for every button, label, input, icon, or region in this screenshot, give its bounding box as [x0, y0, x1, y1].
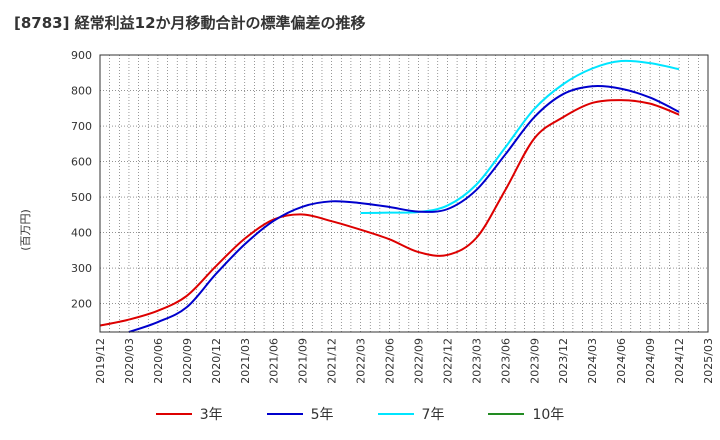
legend-item-7y: 7年 — [377, 403, 445, 425]
x-tick-label: 2021/06 — [268, 338, 281, 384]
legend-item-5y: 5年 — [266, 403, 334, 425]
y-tick-label: 300 — [71, 262, 92, 275]
x-tick-label: 2024/03 — [586, 338, 599, 384]
x-tick-label: 2022/09 — [412, 338, 425, 384]
x-tick-label: 2021/09 — [297, 338, 310, 384]
legend-swatch-7y — [377, 413, 414, 415]
x-tick-label: 2022/03 — [355, 338, 368, 384]
x-tick-label: 2024/12 — [673, 338, 686, 384]
x-tick-label: 2021/12 — [326, 338, 339, 384]
y-tick-label: 200 — [71, 298, 92, 311]
x-tick-label: 2020/09 — [181, 338, 194, 384]
y-tick-label: 800 — [71, 85, 92, 98]
x-tick-label: 2024/09 — [644, 338, 657, 384]
x-tick-label: 2022/12 — [441, 338, 454, 384]
x-tick-label: 2023/03 — [470, 338, 483, 384]
y-tick-label: 400 — [71, 227, 92, 240]
legend-label-5y: 5年 — [310, 407, 334, 423]
legend-swatch-3y — [155, 413, 192, 415]
series-lines — [99, 59, 680, 333]
y-tick-label: 600 — [71, 156, 92, 169]
y-tick-label: 500 — [71, 191, 92, 204]
x-tick-label: 2025/03 — [702, 338, 715, 384]
x-tick-label: 2021/03 — [239, 338, 252, 384]
x-tick-label: 2020/12 — [210, 338, 223, 384]
legend-swatch-10y — [488, 413, 525, 415]
x-tick-label: 2020/03 — [123, 338, 136, 384]
y-tick-labels: 200 300 400 500 600 700 800 900 — [71, 49, 92, 311]
series-line-1 — [99, 99, 680, 327]
x-tick-labels: 2019/12 2020/03 2020/06 2020/09 2020/12 2021/… — [94, 338, 715, 384]
x-tick-label: 2023/09 — [528, 338, 541, 384]
series-line-2 — [128, 84, 680, 333]
legend-label-3y: 3年 — [199, 407, 223, 423]
x-tick-label: 2019/12 — [94, 338, 107, 384]
x-tick-label: 2024/06 — [615, 338, 628, 384]
series-line-3 — [360, 59, 680, 215]
x-tick-label: 2023/12 — [557, 338, 570, 384]
legend-item-3y: 3年 — [155, 403, 223, 425]
x-tick-label: 2020/06 — [152, 338, 165, 384]
legend-label-7y: 7年 — [421, 407, 445, 423]
grid — [100, 54, 708, 332]
plot-frame — [99, 54, 709, 333]
chart-title: [8783] 経常利益12か月移動合計の標準偏差の推移 — [14, 14, 366, 32]
x-tick-label: 2022/06 — [384, 338, 397, 384]
legend-item-10y: 10年 — [488, 403, 564, 425]
y-tick-label: 700 — [71, 120, 92, 133]
legend-swatch-5y — [266, 413, 303, 415]
y-tick-label: 900 — [71, 49, 92, 62]
legend: 3年 5年 7年 10年 — [0, 403, 720, 425]
x-tick-label: 2023/06 — [499, 338, 512, 384]
legend-label-10y: 10年 — [532, 407, 565, 423]
